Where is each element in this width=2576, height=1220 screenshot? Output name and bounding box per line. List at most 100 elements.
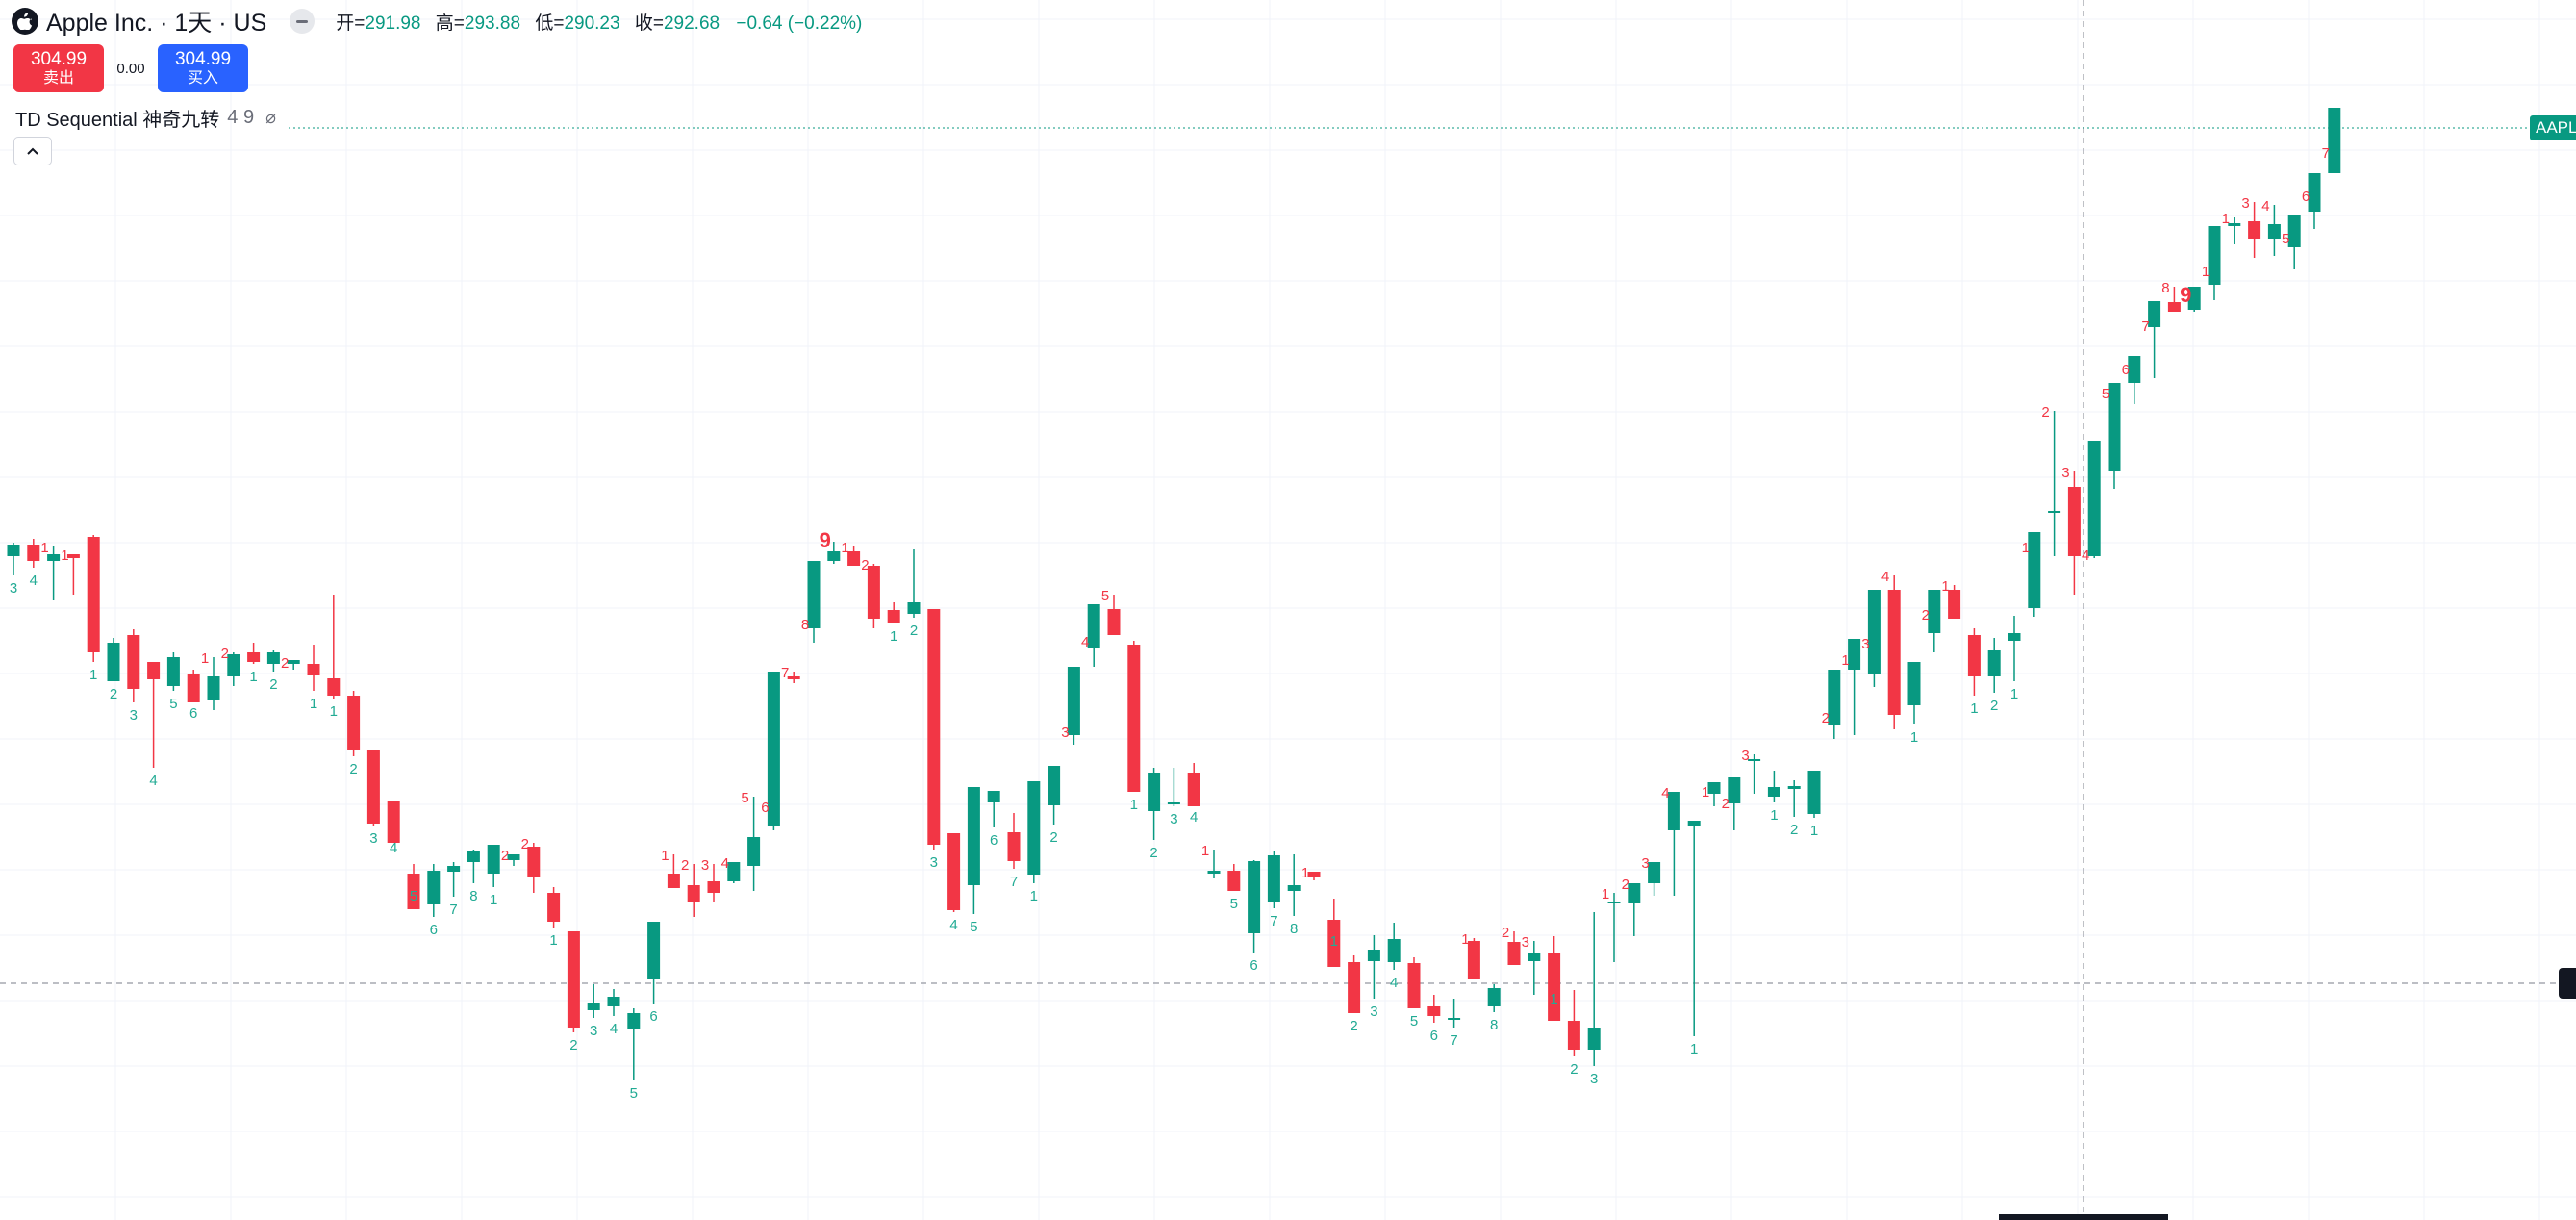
low-value: 290.23 <box>564 13 620 34</box>
td-count-label: 1 <box>1130 797 1138 813</box>
candle-body <box>47 554 61 561</box>
candle-body <box>1507 942 1521 965</box>
td-count-label: 1 <box>890 628 897 645</box>
td-count-label: 3 <box>2061 465 2069 481</box>
td-count-label: 3 <box>1370 1004 1377 1020</box>
candle-body <box>1227 871 1241 891</box>
candle-body <box>2267 224 2281 239</box>
td-count-label: 4 <box>1881 569 1889 585</box>
td-count-label: 1 <box>2202 264 2210 280</box>
candle-body <box>947 833 961 910</box>
td-count-label: 5 <box>1230 896 1238 912</box>
td-count-label: 7 <box>449 902 457 918</box>
td-count-label: 1 <box>2010 686 2018 702</box>
crosshair-price-tag <box>2559 968 2576 999</box>
candle-body <box>787 676 800 679</box>
candle-body <box>1528 953 1541 961</box>
td-count-label: 2 <box>1790 822 1798 838</box>
candle-body <box>307 664 320 675</box>
candle-body <box>2087 441 2101 556</box>
candle-body <box>467 851 480 862</box>
td-count-label: 2 <box>1722 796 1730 812</box>
candle-body <box>1787 786 1801 789</box>
candle-body <box>66 554 80 558</box>
collapse-button[interactable] <box>13 137 52 165</box>
td-count-label: 3 <box>1861 636 1869 652</box>
candle-body <box>1307 872 1321 877</box>
spread-value: 0.00 <box>116 60 145 77</box>
td-count-label: 1 <box>1301 865 1309 881</box>
candle-body <box>2067 487 2081 556</box>
td-count-label: 4 <box>721 855 729 872</box>
candle-body <box>2128 356 2141 383</box>
candle-body <box>607 997 620 1006</box>
td-count-label: 4 <box>949 917 957 933</box>
td-count-label: 2 <box>910 623 918 639</box>
hide-icon[interactable]: ⌀ <box>265 108 276 127</box>
candle-body <box>907 602 921 614</box>
candle-body <box>1067 667 1080 735</box>
sell-button[interactable]: 304.99 卖出 <box>13 44 104 92</box>
td-count-label: 4 <box>610 1021 618 1037</box>
td-count-label: 8 <box>1290 921 1298 937</box>
candle-body <box>567 931 580 1028</box>
eye-icon[interactable] <box>290 9 316 34</box>
td-count-label: 5 <box>630 1085 638 1102</box>
candle-body <box>366 750 380 824</box>
candle-body <box>2287 215 2301 247</box>
td-count-label: 2 <box>1502 925 1509 941</box>
td-count-label: 1 <box>1201 843 1209 859</box>
td-count-label: 2 <box>1622 877 1629 893</box>
candle-body <box>2167 302 2181 312</box>
candle-body <box>1048 766 1061 805</box>
candle-body <box>887 610 900 623</box>
candle-body <box>927 609 941 845</box>
candle-body <box>1327 920 1341 967</box>
candle-body <box>1707 782 1721 794</box>
td-count-label: 8 <box>801 617 809 633</box>
candle-body <box>1767 787 1780 797</box>
sell-price: 304.99 <box>30 48 88 69</box>
td-count-label: 1 <box>1810 823 1818 839</box>
candle-body <box>1628 883 1641 903</box>
candle-body <box>647 922 661 979</box>
candle-body <box>527 847 541 877</box>
td-count-label: 4 <box>1190 809 1198 826</box>
td-count-label: 7 <box>781 665 789 681</box>
td-count-label: 4 <box>149 773 157 789</box>
candle-body <box>767 672 780 826</box>
candle-body <box>107 643 120 681</box>
td-count-label: 3 <box>2241 195 2249 212</box>
td-count-label: 2 <box>1922 607 1930 623</box>
td-count-label: 6 <box>2122 362 2130 378</box>
td-count-label: 5 <box>2102 386 2109 402</box>
indicator-legend[interactable]: TD Sequential 神奇九转 4 9 ⌀ <box>15 104 276 132</box>
close-label: 收 <box>634 13 653 34</box>
td-count-label: 5 <box>169 696 177 712</box>
td-count-label: 4 <box>1081 634 1089 650</box>
candle-body <box>1348 962 1361 1013</box>
candle-body <box>1748 759 1761 761</box>
td-count-label: 2 <box>861 557 869 573</box>
td-count-label: 1 <box>841 540 848 556</box>
candle-body <box>1928 590 1941 633</box>
buy-button[interactable]: 304.99 买入 <box>158 44 248 92</box>
buy-price: 304.99 <box>174 48 232 69</box>
candle-body <box>1807 771 1821 814</box>
symbol-title[interactable]: Apple Inc. · 1天 · US <box>46 10 267 37</box>
td-count-label: 7 <box>1010 874 1018 890</box>
td-count-label: 9 <box>820 528 831 552</box>
td-count-label: 3 <box>10 580 17 597</box>
td-count-label: 8 <box>469 888 477 904</box>
td-count-label: 1 <box>2222 211 2230 227</box>
last-price-label: AAPL <box>2530 115 2576 140</box>
td-count-label: 5 <box>1101 588 1109 604</box>
candle-body <box>2048 511 2061 513</box>
td-count-label: 3 <box>369 830 377 847</box>
candle-body <box>967 787 980 885</box>
td-count-label: 6 <box>430 922 438 938</box>
candle-body <box>1548 953 1561 1021</box>
td-count-label: 2 <box>110 686 117 702</box>
td-count-label: 2 <box>281 655 289 672</box>
